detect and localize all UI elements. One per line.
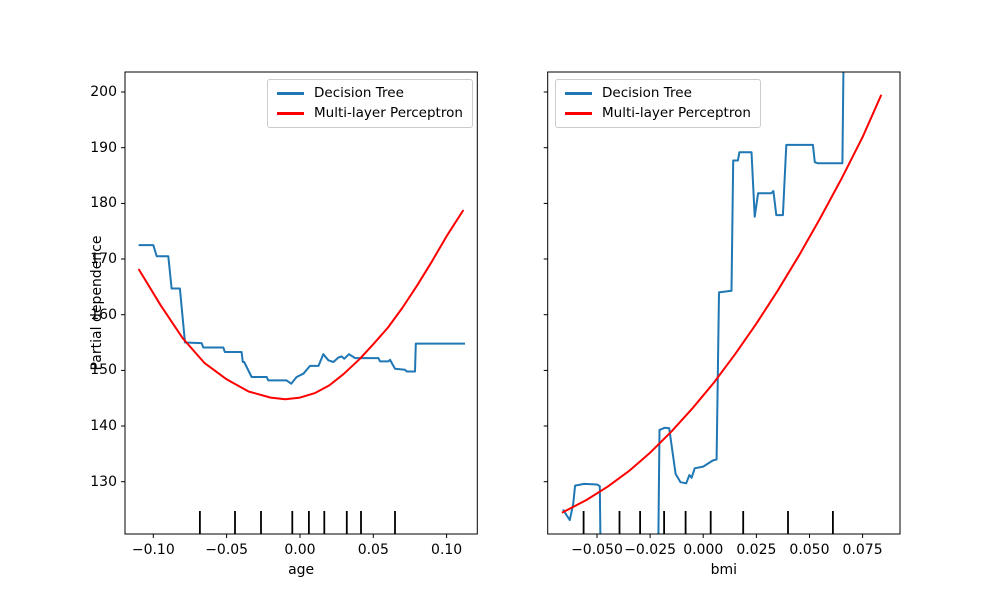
x-tick-label: 0.05: [357, 542, 389, 558]
x-tick-label: 0.00: [284, 542, 316, 558]
legend-label-mlp: Multi-layer Perceptron: [314, 105, 463, 121]
x-axis-label: bmi: [710, 562, 738, 578]
x-tick-label: 0.025: [736, 542, 777, 558]
decision-tree-line-sample-icon: [277, 92, 304, 95]
y-tick-label: 160: [90, 306, 117, 323]
x-tick-label: −0.10: [131, 542, 175, 558]
x-tick-label: −0.05: [205, 542, 249, 558]
mlp-line-sample-icon: [565, 112, 592, 115]
axes-frame: [547, 71, 901, 535]
y-tick-label: 190: [90, 139, 117, 156]
y-tick-label: 200: [90, 84, 117, 101]
decision-tree-line-sample-icon: [565, 92, 592, 95]
mlp-line: [561, 94, 883, 514]
legend-label-decision-tree: Decision Tree: [314, 85, 404, 101]
x-tick-label: −0.025: [624, 542, 677, 558]
x-tick-label: 0.050: [789, 542, 830, 558]
plot-area-age: [137, 209, 465, 534]
x-tick-label: 0.10: [431, 542, 463, 558]
plot-area-bmi: [561, 72, 883, 534]
x-tick-label: −0.050: [571, 542, 623, 558]
axes-frame: [124, 71, 478, 535]
decision-tree-line: [562, 72, 845, 534]
legend-age: Decision Tree Multi-layer Perceptron: [267, 79, 473, 128]
x-tick-label: 0.000: [683, 542, 724, 558]
mlp-line-sample-icon: [277, 112, 304, 115]
legend-bmi: Decision Tree Multi-layer Perceptron: [555, 79, 761, 128]
x-tick-label: 0.075: [842, 542, 883, 558]
legend-label-decision-tree: Decision Tree: [602, 85, 692, 101]
legend-item-decision-tree: Decision Tree: [565, 86, 751, 101]
mlp-line: [137, 209, 465, 401]
legend-item-mlp: Multi-layer Perceptron: [277, 106, 463, 121]
y-tick-label: 170: [90, 251, 117, 268]
x-axis-label: age: [288, 562, 315, 578]
legend-item-decision-tree: Decision Tree: [277, 86, 463, 101]
y-tick-label: 130: [90, 473, 117, 490]
legend-item-mlp: Multi-layer Perceptron: [565, 106, 751, 121]
y-axis-label: Partial dependence: [89, 235, 105, 371]
decision-tree-line: [138, 244, 465, 385]
legend-label-mlp: Multi-layer Perceptron: [602, 105, 751, 121]
y-tick-label: 180: [90, 195, 117, 212]
y-tick-label: 150: [90, 362, 117, 379]
y-tick-label: 140: [90, 418, 117, 434]
